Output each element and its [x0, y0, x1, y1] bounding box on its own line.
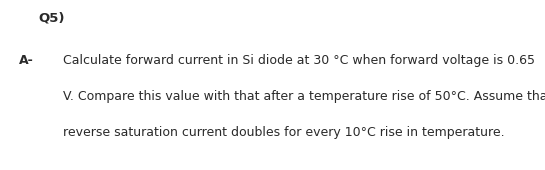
Text: Q5): Q5): [38, 12, 65, 25]
Text: reverse saturation current doubles for every 10°C rise in temperature.: reverse saturation current doubles for e…: [63, 126, 504, 139]
Text: A-: A-: [19, 54, 34, 67]
Text: Calculate forward current in Si diode at 30 °C when forward voltage is 0.65: Calculate forward current in Si diode at…: [63, 54, 535, 67]
Text: V. Compare this value with that after a temperature rise of 50°C. Assume that: V. Compare this value with that after a …: [63, 90, 545, 103]
